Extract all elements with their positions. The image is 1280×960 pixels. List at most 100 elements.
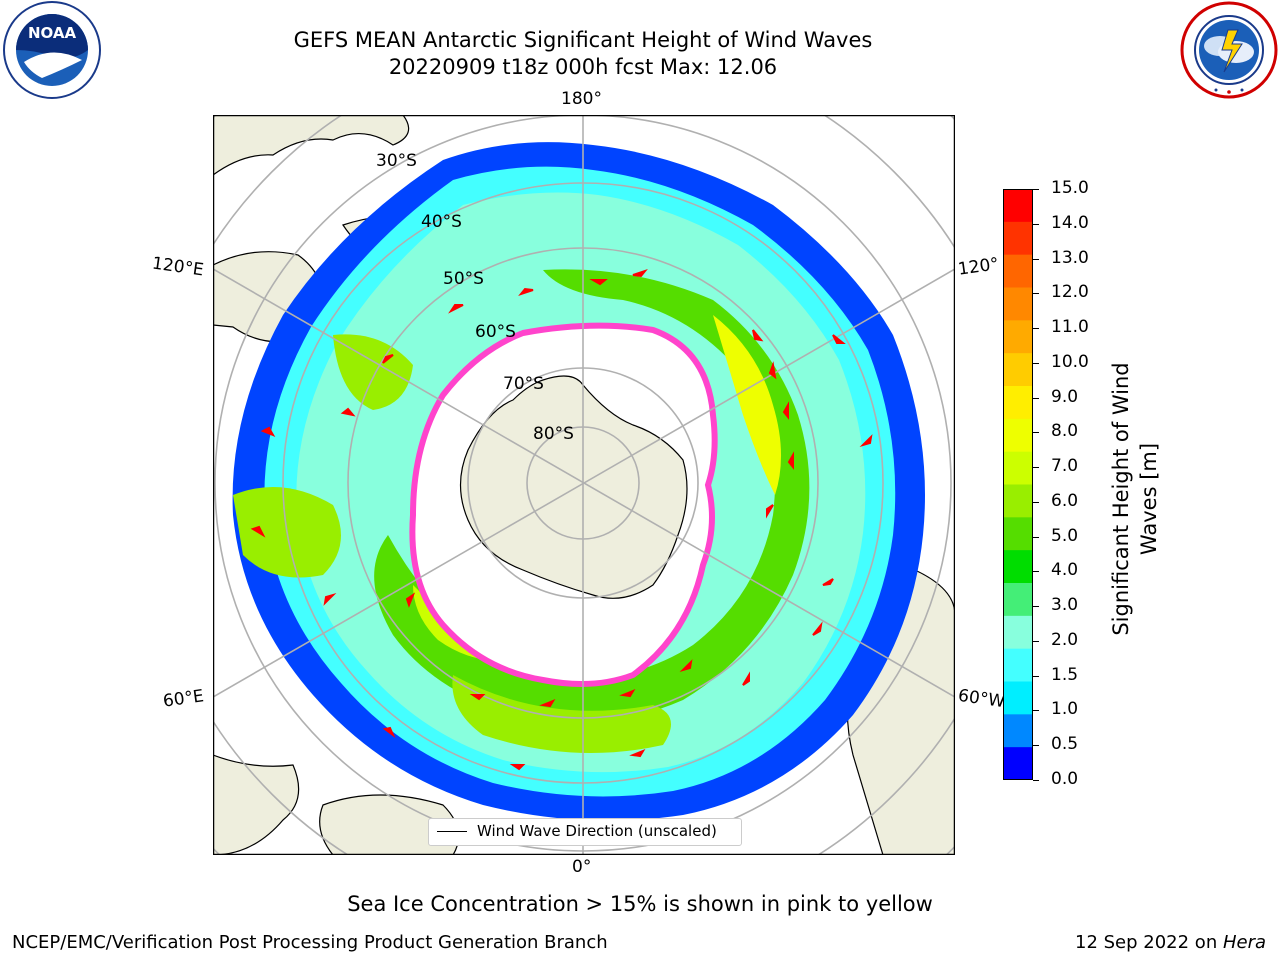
colorbar-segment xyxy=(1003,517,1033,551)
lon-label-60w: 60°W xyxy=(956,685,1007,713)
land-australia xyxy=(213,115,410,176)
colorbar-title-line2: Waves [m] xyxy=(1137,442,1161,556)
lon-label-60e: 60°E xyxy=(161,686,206,712)
colorbar-tick-label: 4.0 xyxy=(1051,560,1079,581)
wave-arrow xyxy=(323,592,337,606)
colorbar-tick-mark xyxy=(1033,571,1039,573)
colorbar-tick-mark xyxy=(1033,640,1039,642)
colorbar-segment xyxy=(1003,550,1033,584)
colorbar-tick-label: 14.0 xyxy=(1051,212,1089,233)
lat-label-30s: 30°S xyxy=(376,151,417,171)
colorbar-segment xyxy=(1003,418,1033,453)
colorbar-tick-mark xyxy=(1033,223,1039,225)
colorbar-segment xyxy=(1003,254,1033,288)
colorbar-border xyxy=(1003,189,1033,780)
colorbar-tick-mark xyxy=(1033,397,1039,399)
colorbar-tick-label: 6.0 xyxy=(1051,490,1079,511)
colorbar-tick-label: 13.0 xyxy=(1051,247,1089,268)
legend-label: Wind Wave Direction (unscaled) xyxy=(477,822,717,840)
colorbar-tick-mark xyxy=(1033,432,1039,434)
wave-arrow xyxy=(742,671,750,686)
wave-arrow xyxy=(250,525,266,538)
wave-arrow xyxy=(859,434,873,448)
colorbar-tick-label: 1.5 xyxy=(1051,664,1079,685)
noaa-logo-text: NOAA xyxy=(28,24,77,42)
colorbar-tick-mark xyxy=(1033,501,1039,503)
wave-field-green-nw xyxy=(333,334,413,410)
chart-title: GEFS MEAN Antarctic Significant Height o… xyxy=(293,28,873,52)
colorbar-tick-label: 15.0 xyxy=(1051,178,1089,198)
colorbar-tick-label: 2.0 xyxy=(1051,629,1079,650)
footer-host: Hera xyxy=(1222,932,1266,953)
colorbar-tick-label: 9.0 xyxy=(1051,386,1079,407)
lat-label-70s: 70°S xyxy=(503,374,544,394)
wave-arrow xyxy=(787,451,794,470)
land-africa xyxy=(213,754,300,855)
map-legend: Wind Wave Direction (unscaled) xyxy=(428,818,742,846)
sea-ice-note: Sea Ice Concentration > 15% is shown in … xyxy=(347,892,933,916)
wave-field-green-s xyxy=(452,675,671,753)
footer-credit: NCEP/EMC/Verification Post Processing Pr… xyxy=(12,932,608,953)
wave-arrow xyxy=(509,764,526,771)
colorbar-segment xyxy=(1003,320,1033,354)
colorbar-segment xyxy=(1003,747,1033,781)
wave-arrow xyxy=(629,748,646,758)
lon-label-120e: 120°E xyxy=(150,253,205,281)
wave-arrow xyxy=(340,407,356,417)
wave-arrow xyxy=(679,659,693,673)
wave-arrow xyxy=(782,401,789,420)
wave-arrow xyxy=(589,279,608,286)
colorbar-segment xyxy=(1003,648,1033,682)
colorbar-tick-mark xyxy=(1033,745,1039,747)
colorbar-tick-mark xyxy=(1033,710,1039,712)
colorbar-segment xyxy=(1003,386,1033,420)
wave-arrow xyxy=(752,329,764,342)
colorbar-tick-mark xyxy=(1033,675,1039,677)
chart-subtitle: 20220909 t18z 000h fcst Max: 12.06 xyxy=(388,55,778,79)
map-svg xyxy=(212,114,956,856)
colorbar-segment xyxy=(1003,714,1033,748)
colorbar-tick-mark xyxy=(1033,189,1039,190)
wave-arrow xyxy=(260,426,276,437)
colorbar-tick-mark xyxy=(1033,362,1039,364)
colorbar-segment xyxy=(1003,484,1033,518)
wave-arrow xyxy=(822,578,834,586)
colorbar-tick-label: 10.0 xyxy=(1051,351,1089,372)
colorbar xyxy=(1003,189,1033,781)
polar-map: 30°S 40°S 50°S 60°S 70°S 80°S Wind Wave … xyxy=(212,114,956,856)
colorbar-tick-mark xyxy=(1033,780,1039,781)
colorbar-segment xyxy=(1003,189,1033,223)
wave-arrow xyxy=(832,334,846,344)
wave-arrow xyxy=(619,688,636,698)
colorbar-segment xyxy=(1003,681,1033,715)
wave-arrow xyxy=(518,287,534,297)
colorbar-svg xyxy=(1003,189,1033,781)
lat-label-40s: 40°S xyxy=(421,212,462,232)
colorbar-tick-label: 3.0 xyxy=(1051,595,1079,616)
wave-field-yellow xyxy=(713,315,782,495)
wave-arrow xyxy=(382,354,394,364)
footer-date: 12 Sep 2022 on Hera xyxy=(1075,932,1266,953)
colorbar-tick-mark xyxy=(1033,536,1039,538)
colorbar-tick-label: 7.0 xyxy=(1051,456,1079,477)
wave-arrow xyxy=(766,504,774,519)
colorbar-tick-label: 0.0 xyxy=(1051,769,1079,789)
wave-arrow xyxy=(469,694,486,701)
wave-arrow xyxy=(812,621,823,636)
colorbar-title-line1: Significant Height of Wind xyxy=(1109,362,1133,636)
colorbar-tick-mark xyxy=(1033,606,1039,608)
colorbar-tick-label: 8.0 xyxy=(1051,421,1079,442)
colorbar-tick-label: 1.0 xyxy=(1051,699,1079,720)
wave-arrow xyxy=(632,268,648,278)
colorbar-ticks: 15.0 14.0 13.0 12.0 11.0 10.0 9.0 8.0 7.0 6.0 5.0 4… xyxy=(1033,178,1103,789)
lat-label-60s: 60°S xyxy=(475,322,516,342)
colorbar-tick-label: 12.0 xyxy=(1051,282,1089,303)
colorbar-segment xyxy=(1003,287,1033,321)
colorbar-tick-mark xyxy=(1033,258,1039,260)
colorbar-tick-mark xyxy=(1033,328,1039,330)
colorbar-tick-mark xyxy=(1033,467,1039,469)
colorbar-title: Significant Height of Wind Waves [m] xyxy=(1107,334,1163,664)
nws-logo xyxy=(1178,0,1280,100)
colorbar-segment xyxy=(1003,583,1033,617)
footer-date-text: 12 Sep 2022 on xyxy=(1075,932,1223,953)
